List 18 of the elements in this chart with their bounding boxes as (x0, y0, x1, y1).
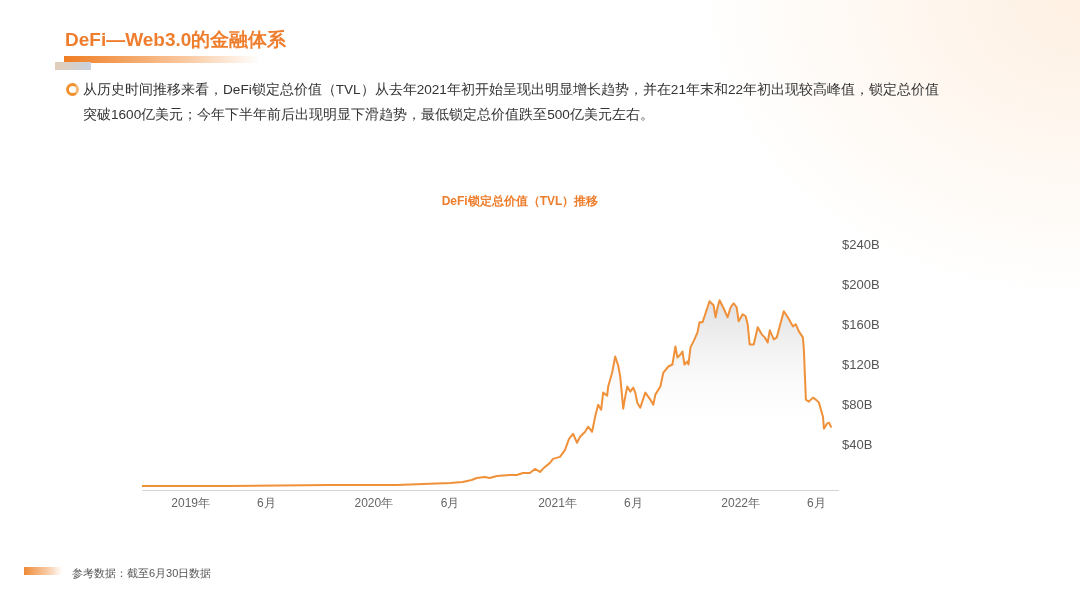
x-tick-label: 2021年 (538, 495, 577, 510)
x-tick-label: 6月 (257, 495, 276, 510)
y-tick-label: $40B (842, 437, 873, 453)
y-tick-label: $200B (842, 276, 880, 292)
y-tick-label: $160B (842, 316, 880, 332)
y-tick-label: $120B (842, 357, 880, 373)
x-tick-label: 6月 (807, 495, 826, 510)
x-tick-label: 2019年 (171, 495, 211, 510)
x-tick-label: 6月 (440, 495, 460, 510)
y-tick-label: $240B (842, 236, 880, 252)
x-tick-label: 6月 (623, 495, 643, 510)
text: 参考数据：截至6月30日数据 (72, 566, 212, 580)
text: 从历史时间推移来看，DeFi锁定总价值（TVL）从去年2021年初开始呈现出明显增长趋势，并在21年末和22年初出现较高峰值，锁定总价值突破1600亿美元；今年下半年前后出现明显下滑趋势，最低锁定总价值跌至500亿美元左右。 (83, 81, 941, 124)
x-tick-label: 2022年 (721, 495, 760, 510)
text: DeFi—Web3.0的金融体系 (65, 29, 287, 51)
x-tick-label: 2020年 (354, 495, 394, 510)
y-tick-label: $80B (842, 397, 873, 413)
chart-title: DeFi锁定总价值（TVL）推移 (441, 193, 599, 208)
